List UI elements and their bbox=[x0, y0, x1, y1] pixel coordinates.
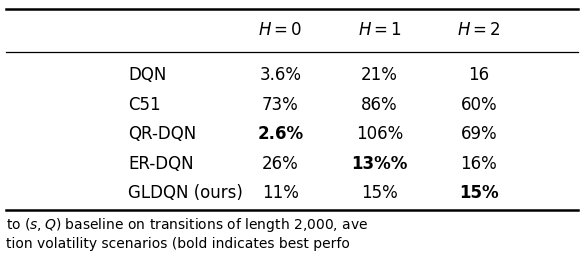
Text: 2.6%: 2.6% bbox=[258, 125, 303, 143]
Text: C51: C51 bbox=[128, 96, 161, 114]
Text: 11%: 11% bbox=[262, 184, 299, 202]
Text: 13%%: 13%% bbox=[352, 155, 408, 172]
Text: 16%: 16% bbox=[461, 155, 497, 172]
Text: 26%: 26% bbox=[262, 155, 298, 172]
Text: GLDQN (ours): GLDQN (ours) bbox=[128, 184, 244, 202]
Text: $H=2$: $H=2$ bbox=[457, 22, 501, 39]
Text: 16: 16 bbox=[468, 66, 489, 84]
Text: 106%: 106% bbox=[356, 125, 403, 143]
Text: 73%: 73% bbox=[262, 96, 298, 114]
Text: DQN: DQN bbox=[128, 66, 167, 84]
Text: ER-DQN: ER-DQN bbox=[128, 155, 194, 172]
Text: 21%: 21% bbox=[361, 66, 398, 84]
Text: 86%: 86% bbox=[361, 96, 398, 114]
Text: tion volatility scenarios (bold indicates best perfo: tion volatility scenarios (bold indicate… bbox=[6, 237, 350, 251]
Text: $H=0$: $H=0$ bbox=[258, 22, 303, 39]
Text: 15%: 15% bbox=[361, 184, 398, 202]
Text: 3.6%: 3.6% bbox=[259, 66, 301, 84]
Text: 69%: 69% bbox=[461, 125, 497, 143]
Text: 15%: 15% bbox=[459, 184, 499, 202]
Text: to $(s, Q)$ baseline on transitions of length 2,000, ave: to $(s, Q)$ baseline on transitions of l… bbox=[6, 216, 368, 234]
Text: $H=1$: $H=1$ bbox=[357, 22, 402, 39]
Text: QR-DQN: QR-DQN bbox=[128, 125, 197, 143]
Text: 60%: 60% bbox=[461, 96, 497, 114]
